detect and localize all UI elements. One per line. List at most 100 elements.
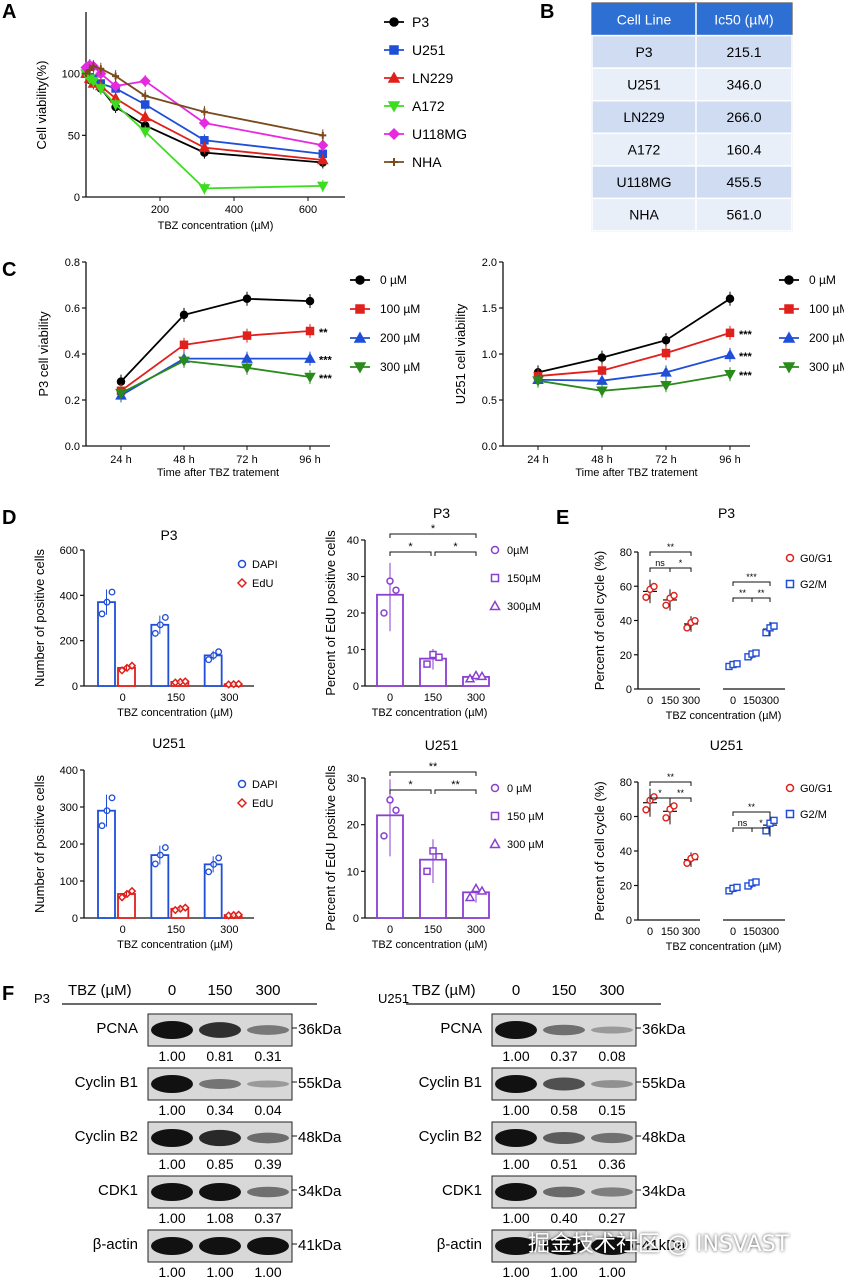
significance-bracket (434, 789, 477, 794)
lane-label: 0 (512, 982, 520, 999)
data-point (725, 294, 735, 304)
x-axis-label: TBZ concentration (µM) (372, 939, 488, 951)
blot-band (151, 1075, 193, 1093)
data-point (470, 669, 482, 680)
band-quant: 0.58 (550, 1102, 577, 1118)
y-tick-label: 300 (60, 802, 78, 814)
panel-d-p3-counts: P3 0 200 400 600 0 150 300 TBZ concentration (µM… (32, 527, 278, 719)
data-point (725, 328, 735, 338)
y-tick-label: 60 (620, 581, 632, 593)
x-tick-label: 300 (682, 926, 700, 938)
blot-band (543, 1077, 585, 1091)
kda-label: 34kDa (298, 1183, 342, 1200)
data-point (429, 650, 437, 659)
legend-marker (355, 304, 365, 314)
data-point (470, 882, 482, 893)
y-tick-label: 30 (347, 572, 359, 584)
y-tick-label: 40 (620, 616, 632, 628)
protein-label: Cyclin B1 (75, 1074, 138, 1091)
x-tick-label: 150 (424, 924, 442, 936)
data-point (112, 72, 120, 80)
y-tick-label: 20 (347, 608, 359, 620)
blot-header: TBZ (µM) (68, 982, 132, 999)
x-tick-label: 0 (120, 924, 126, 936)
x-axis-label: Time after TBZ tratement (157, 467, 279, 479)
data-point (670, 591, 678, 600)
x-tick-label: 150 (743, 695, 761, 707)
lane-label: 150 (207, 982, 232, 999)
chart-title: P3 (433, 505, 450, 521)
significance-bracket (669, 797, 692, 802)
significance-bracket (732, 581, 771, 586)
x-tick-label: 300 (220, 692, 238, 704)
y-tick-label: 0.4 (65, 349, 80, 361)
x-axis-label: TBZ concentration (µM) (666, 710, 782, 722)
blot-band (543, 1237, 585, 1255)
blot-band (591, 1080, 633, 1088)
significance-label: ns (655, 558, 665, 568)
legend-marker (389, 17, 399, 27)
table-cell: A172 (628, 142, 661, 158)
significance-label: * (679, 558, 683, 568)
legend-marker (784, 304, 794, 314)
data-point (140, 100, 150, 109)
y-tick-label: 1.5 (482, 303, 497, 315)
data-point (435, 653, 443, 662)
y-tick-label: 0 (353, 681, 359, 693)
x-tick-label: 300 (682, 695, 700, 707)
legend-label: 300 µM (380, 360, 420, 374)
legend-marker (785, 553, 795, 563)
data-point (234, 910, 243, 919)
series-line (120, 359, 311, 394)
significance-bracket (389, 771, 477, 776)
blot-header: TBZ (µM) (412, 982, 476, 999)
data-point (179, 340, 189, 350)
blot-band (247, 1186, 289, 1198)
data-point (662, 814, 670, 822)
significance-bracket (751, 597, 771, 602)
table-cell: P3 (635, 44, 652, 60)
data-point (127, 886, 137, 896)
y-tick-label: 100 (62, 69, 80, 81)
y-tick-label: 20 (620, 881, 632, 893)
data-point (141, 92, 149, 100)
significance-label: ** (667, 772, 675, 782)
y-axis-label: Number of positive cells (32, 549, 47, 687)
data-point (662, 601, 670, 609)
legend-marker (785, 783, 795, 793)
x-tick-label: 300 (761, 926, 779, 938)
y-tick-label: 200 (60, 636, 78, 648)
protein-label: PCNA (440, 1020, 482, 1037)
data-point (423, 660, 431, 668)
table-header-row (592, 3, 792, 36)
y-axis-label: U251 cell viability (453, 303, 468, 404)
table-cell: 215.1 (726, 44, 761, 60)
table-cell: 561.0 (726, 207, 761, 223)
data-point (178, 356, 190, 367)
band-quant: 0.37 (550, 1048, 577, 1064)
data-point (476, 885, 488, 895)
blot-band (151, 1183, 193, 1201)
blot-band (247, 1132, 289, 1144)
x-tick-label: 0 (387, 692, 393, 704)
x-tick-label: 300 (467, 924, 485, 936)
legend-marker (387, 101, 401, 113)
x-tick-label: 48 h (591, 454, 612, 466)
blot-band (247, 1080, 289, 1088)
x-tick-label: 0 (647, 926, 653, 938)
band-quant: 0.40 (550, 1210, 577, 1226)
legend-marker (490, 811, 500, 821)
blot-band (495, 1183, 537, 1201)
blot-band (543, 1186, 585, 1198)
x-tick-label: 0 (730, 926, 736, 938)
lane-label: 300 (255, 982, 280, 999)
legend-label: U251 (412, 42, 446, 58)
legend-label: DAPI (252, 779, 278, 791)
chart-title: P3 (160, 527, 177, 543)
kda-label: 48kDa (298, 1129, 342, 1146)
legend-marker (489, 837, 501, 849)
data-point (82, 70, 90, 78)
data-point (198, 141, 211, 152)
data-point (115, 388, 127, 400)
kda-label: 55kDa (642, 1075, 686, 1092)
